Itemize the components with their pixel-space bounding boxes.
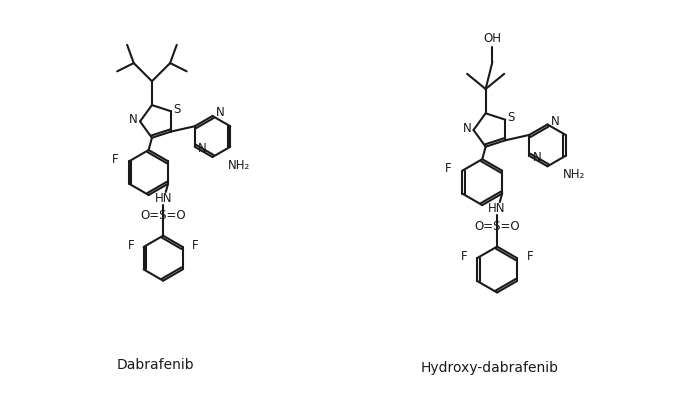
- Text: NH₂: NH₂: [227, 159, 250, 172]
- Text: N: N: [533, 151, 541, 164]
- Text: Dabrafenib: Dabrafenib: [117, 357, 194, 372]
- Text: F: F: [112, 153, 119, 166]
- Text: F: F: [445, 162, 452, 175]
- Text: HN: HN: [155, 192, 172, 205]
- Text: F: F: [128, 239, 134, 252]
- Text: F: F: [461, 250, 468, 263]
- Text: S: S: [508, 111, 515, 124]
- Text: N: N: [462, 122, 471, 135]
- Text: NH₂: NH₂: [563, 168, 585, 181]
- Text: HN: HN: [488, 202, 506, 215]
- Text: N: N: [198, 142, 207, 155]
- Text: O=S=O: O=S=O: [475, 220, 520, 233]
- Text: S: S: [173, 103, 181, 116]
- Text: N: N: [551, 115, 560, 128]
- Text: F: F: [526, 250, 533, 263]
- Text: N: N: [129, 113, 138, 126]
- Text: N: N: [215, 106, 224, 119]
- Text: F: F: [192, 239, 198, 252]
- Text: Hydroxy-dabrafenib: Hydroxy-dabrafenib: [421, 361, 558, 375]
- Text: O=S=O: O=S=O: [140, 209, 186, 222]
- Text: OH: OH: [483, 32, 502, 45]
